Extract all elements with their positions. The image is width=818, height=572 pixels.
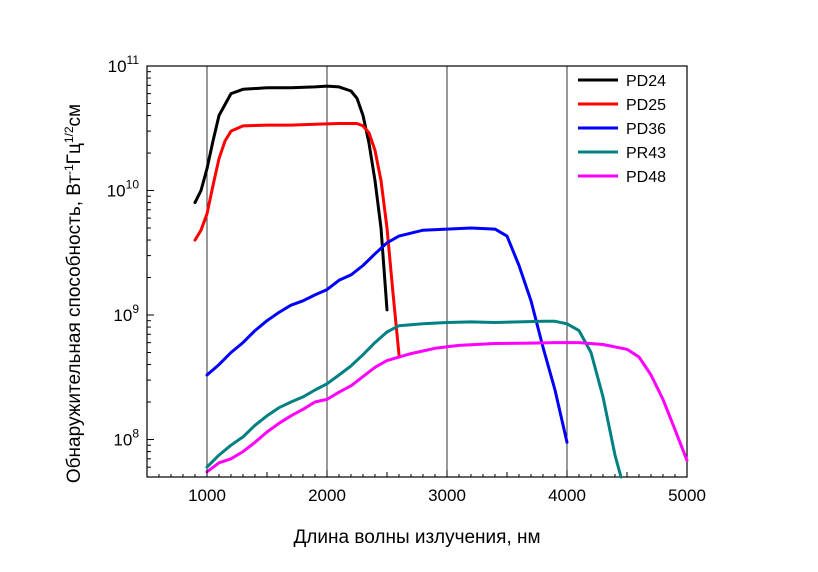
y-tick-label-1e10: 1010	[107, 178, 140, 201]
y-axis-title-end: см	[64, 104, 85, 127]
series-line-pd25	[193, 122, 401, 357]
legend: PD24 PD25 PD36 PR43 PD48	[578, 73, 666, 186]
series-line-pd48	[205, 341, 689, 474]
series-line-pd24	[193, 84, 389, 312]
x-tick-label-2000: 2000	[308, 486, 346, 505]
x-tick-label-5000: 5000	[668, 486, 706, 505]
y-tick-label-1e11: 1011	[108, 53, 140, 76]
legend-label-pd36: PD36	[626, 121, 666, 138]
series-layer	[193, 84, 689, 479]
axes-layer: 1000 2000 3000 4000 5000 108 109 1010 1011	[107, 53, 706, 505]
y-axis-title-sup2: 1/2	[62, 126, 76, 143]
legend-label-pr43: PR43	[626, 145, 666, 162]
y-axis-title-mid: Гц	[64, 143, 85, 164]
y-tick-label-1e9: 109	[113, 302, 139, 325]
legend-label-pd24: PD24	[626, 73, 666, 90]
x-tick-label-4000: 4000	[548, 486, 586, 505]
vertical-gridlines	[206, 66, 688, 477]
y-axis-title-sup1: -1	[62, 164, 76, 175]
legend-label-pd25: PD25	[626, 97, 666, 114]
series-line-pd36	[205, 226, 569, 444]
y-axis-title-main: Обнаружительная способность, Вт	[64, 175, 85, 483]
y-tick-label-1e8: 108	[113, 427, 139, 450]
y-axis-title: Обнаружительная способность, Вт-1Гц1/2см	[62, 104, 85, 483]
x-axis-title: Длина волны излучения, нм	[293, 527, 540, 548]
x-tick-label-3000: 3000	[428, 486, 466, 505]
x-tick-label-1000: 1000	[188, 486, 226, 505]
series-line-pr43	[205, 319, 623, 479]
legend-label-pd48: PD48	[626, 169, 666, 186]
